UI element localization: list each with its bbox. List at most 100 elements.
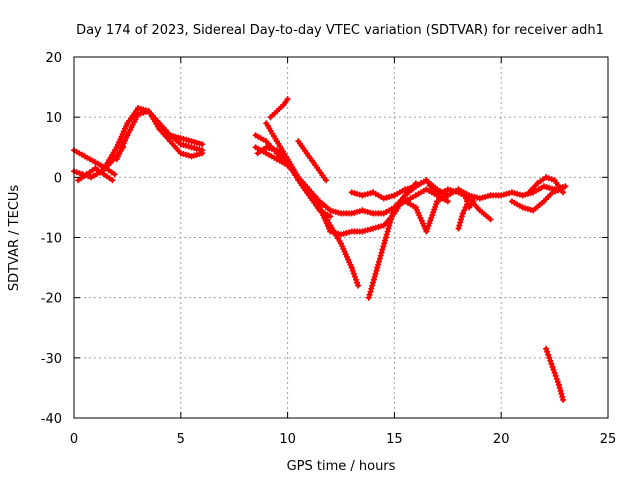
data-point-marker <box>376 255 383 262</box>
data-point-marker <box>390 207 397 214</box>
data-point-marker <box>543 345 550 352</box>
data-point-marker <box>545 175 552 182</box>
data-point-marker <box>548 360 555 367</box>
data-point-marker <box>199 150 206 157</box>
series-track-17 <box>461 192 477 211</box>
axis-ticks: 0 5 10 15 20 25 -40 -30 -20 -10 0 10 20 <box>41 51 617 447</box>
data-point-marker <box>389 210 396 217</box>
series-track-20 <box>543 345 567 403</box>
series-track-18 <box>508 183 569 214</box>
y-tick-label: -30 <box>41 352 62 367</box>
series-track-11 <box>267 96 291 121</box>
data-point-marker <box>553 375 560 382</box>
data-point-marker <box>378 249 385 256</box>
data-point-marker <box>381 240 388 247</box>
data-point-marker <box>365 294 372 301</box>
data-point-marker <box>549 363 556 370</box>
y-tick-label: -10 <box>41 232 62 247</box>
data-point-marker <box>76 170 83 177</box>
series-line <box>253 133 450 216</box>
data-point-marker <box>544 348 551 355</box>
data-point-marker <box>379 246 386 253</box>
data-point-marker <box>354 279 360 286</box>
series-track-5 <box>113 108 206 163</box>
data-point-marker <box>371 273 378 280</box>
data-point-marker <box>373 267 380 274</box>
data-point-marker <box>368 285 375 292</box>
data-point-marker <box>366 291 373 298</box>
data-point-marker <box>552 372 559 379</box>
data-point-marker <box>551 369 558 376</box>
data-point-marker <box>554 378 561 385</box>
data-point-marker <box>369 282 376 289</box>
data-point-marker <box>556 384 563 391</box>
x-tick-label: 0 <box>70 432 78 447</box>
data-point-marker <box>375 261 382 268</box>
data-point-marker <box>351 273 358 280</box>
data-point-marker <box>562 183 569 190</box>
data-point-marker <box>348 264 355 271</box>
data-point-marker <box>388 216 394 223</box>
data-point-marker <box>470 198 477 205</box>
data-point-marker <box>456 222 463 229</box>
x-tick-label: 25 <box>600 432 617 447</box>
x-tick-label: 5 <box>177 432 185 447</box>
data-point-marker <box>426 220 433 227</box>
data-point-marker <box>550 366 557 373</box>
data-point-marker <box>461 192 468 199</box>
data-point-marker <box>374 264 381 271</box>
data-point-marker <box>370 276 377 283</box>
data-point-marker <box>388 213 395 220</box>
data-point-marker <box>284 96 291 103</box>
x-tick-label: 15 <box>386 432 403 447</box>
data-point-marker <box>458 213 465 220</box>
data-point-marker <box>355 282 362 289</box>
data-point-marker <box>386 222 393 229</box>
y-tick-label: 10 <box>45 111 62 126</box>
data-point-marker <box>111 171 118 178</box>
series-track-3 <box>75 165 116 184</box>
data-point-marker <box>545 351 552 358</box>
data-point-marker <box>423 228 430 235</box>
data-point-marker <box>552 188 559 195</box>
data-point-marker <box>382 234 389 241</box>
data-point-marker <box>548 176 555 183</box>
data-point-marker <box>367 288 374 295</box>
data-point-marker <box>463 195 469 202</box>
data-point-marker <box>543 174 550 181</box>
y-tick-label: -40 <box>41 412 62 427</box>
data-point-marker <box>382 237 388 244</box>
data-point-marker <box>464 198 470 205</box>
data-point-marker <box>432 203 439 210</box>
data-point-marker <box>387 219 394 226</box>
data-point-marker <box>457 219 464 226</box>
data-point-marker <box>383 231 390 238</box>
data-point-marker <box>327 213 334 220</box>
data-point-marker <box>558 390 565 397</box>
data-point-marker <box>455 225 462 232</box>
x-axis-label: GPS time / hours <box>287 459 396 474</box>
series-track-8 <box>252 144 419 238</box>
data-point-marker <box>377 252 384 259</box>
series-track-9 <box>263 120 362 289</box>
data-point-marker <box>376 258 382 265</box>
data-point-marker <box>380 243 387 250</box>
data-point-marker <box>353 276 359 283</box>
data-point-marker <box>560 189 567 196</box>
data-point-marker <box>370 279 376 286</box>
data-point-marker <box>560 396 567 403</box>
series-track-12 <box>295 138 329 184</box>
data-point-marker <box>557 387 564 394</box>
y-axis-label: SDTVAR / TECUs <box>7 185 22 292</box>
data-point-marker <box>199 141 206 148</box>
chart-title: Day 174 of 2023, Sidereal Day-to-day VTE… <box>76 23 604 38</box>
data-point-marker <box>349 267 356 274</box>
x-tick-label: 10 <box>279 432 296 447</box>
data-point-marker <box>546 354 553 361</box>
data-point-marker <box>458 216 464 223</box>
data-point-marker <box>73 169 80 176</box>
data-point-marker <box>559 393 566 400</box>
series-track-10 <box>254 144 334 220</box>
data-point-marker <box>109 177 116 184</box>
